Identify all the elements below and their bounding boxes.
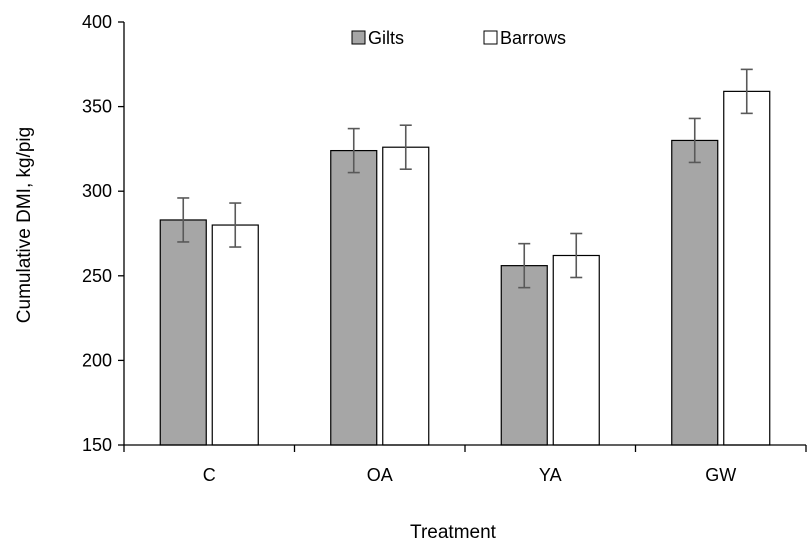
bar-barrows-c xyxy=(211,224,259,446)
bar-gilts-ya xyxy=(500,265,548,446)
legend-label-barrows: Barrows xyxy=(500,28,566,48)
axes: 150 200 250 300 350 400 C OA YA GW xyxy=(82,12,807,485)
y-tick-label-250: 250 xyxy=(82,266,112,286)
plot-area xyxy=(159,68,771,446)
bar-barrows-ya xyxy=(552,254,600,446)
x-tick-label-c: C xyxy=(203,465,216,485)
legend-swatch-barrows xyxy=(483,30,498,45)
y-axis-label: Cumulative DMI, kg/pig xyxy=(14,127,35,323)
bar-gilts-c xyxy=(159,219,207,446)
y-tick-label-400: 400 xyxy=(82,12,112,32)
bar-gilts-oa xyxy=(330,149,378,446)
x-axis-label: Treatment xyxy=(410,522,497,542)
y-tick-label-350: 350 xyxy=(82,97,112,117)
legend: Gilts Barrows xyxy=(351,28,566,48)
bar-barrows-gw xyxy=(723,90,771,446)
legend-swatch-gilts xyxy=(351,30,366,45)
y-tick-label-300: 300 xyxy=(82,181,112,201)
bar-barrows-oa xyxy=(382,146,430,446)
x-tick-label-gw: GW xyxy=(705,465,736,485)
x-tick-label-oa: OA xyxy=(367,465,393,485)
bar-gilts-gw xyxy=(671,139,719,446)
x-tick-label-ya: YA xyxy=(539,465,562,485)
y-tick-label-200: 200 xyxy=(82,350,112,370)
y-tick-label-150: 150 xyxy=(82,435,112,455)
legend-label-gilts: Gilts xyxy=(368,28,404,48)
